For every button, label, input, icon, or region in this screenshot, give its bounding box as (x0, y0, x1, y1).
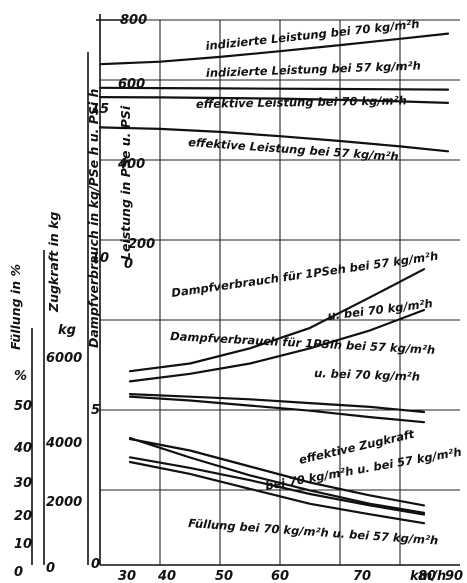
curve-layer (98, 32, 450, 525)
x-tick-label-40: 40 (157, 569, 176, 583)
dampfverbrauch-axis-title: Dampfverbrauch in kg/PSe h u. PSi h (86, 88, 101, 348)
series-line-10 (128, 437, 426, 507)
leistung-tick-label-400: 400 (117, 157, 145, 172)
series-line-11 (128, 456, 426, 516)
series-line-6 (128, 393, 426, 414)
fuellung-axis-title: Füllung in % (8, 264, 23, 350)
annotation-6: Dampfverbrauch für 1PSih bei 57 kg/m²h (170, 329, 436, 357)
series-line-9 (128, 460, 426, 525)
x-tick-label-30: 30 (118, 569, 136, 583)
series-line-0 (98, 32, 450, 66)
series-line-5 (128, 308, 426, 383)
fuellung-tick-label-20: 20 (14, 509, 32, 524)
x-tick-label-80: 80 (418, 569, 436, 583)
leistung-tick-label-0: 0 (124, 257, 133, 272)
zugkraft-unit-label: kg (58, 323, 76, 338)
zugkraft-tick-label-0: 0 (46, 561, 55, 576)
leistung-tick-label-600: 600 (118, 77, 145, 92)
series-line-2 (98, 95, 450, 105)
series-line-4 (128, 268, 426, 373)
fuellung-tick-label-50: 50 (14, 399, 32, 414)
axis-layer (31, 14, 460, 566)
fuellung-tick-label-40: 40 (13, 441, 32, 456)
dampfverbrauch-tick-label-10: 10 (91, 251, 109, 266)
x-tick-label-90: 90 (445, 569, 463, 583)
x-tick-label-50: 50 (215, 569, 233, 583)
annotation-5: u. bei 70 kg/m²h (327, 296, 434, 323)
tick-label-layer: 30 40 50 60 70 80 9080060040020001510506000400… (8, 13, 463, 583)
x-axis-unit-label: km/h (410, 569, 446, 583)
zugkraft-tick-label-6000: 6000 (46, 351, 82, 366)
x-tick-label-60: 60 (271, 569, 289, 583)
annotation-1: indizierte Leistung bei 57 kg/m²h (206, 59, 421, 80)
series-line-1 (98, 86, 450, 91)
leistung-tick-label-800: 800 (120, 13, 147, 28)
dampfverbrauch-tick-label-15: 15 (91, 102, 109, 117)
annotation-7: u. bei 70 kg/m²h (314, 366, 420, 384)
series-line-3 (98, 126, 450, 153)
dampfverbrauch-tick-label-5: 5 (91, 403, 100, 418)
zugkraft-tick-label-4000: 4000 (45, 436, 82, 451)
x-tick-label-70: 70 (353, 569, 371, 583)
fuellung-tick-label-30: 30 (14, 476, 32, 491)
leistung-tick-label-200: 200 (128, 237, 155, 252)
fuellung-unit-label: % (14, 369, 27, 384)
dampfverbrauch-tick-label-0: 0 (91, 557, 100, 572)
series-line-7 (128, 395, 426, 424)
annotation-4: Dampfverbrauch für 1PSeh bei 57 kg/m²h (170, 249, 439, 300)
zugkraft-tick-label-2000: 2000 (46, 495, 82, 510)
zugkraft-axis-title: Zugkraft in kg (46, 212, 61, 313)
leistung-axis-title: Leistung in PSe u. PSi (118, 105, 133, 260)
series-line-8 (128, 437, 426, 514)
annotation-2: effektive Leistung bei 70 kg/m²h (196, 93, 407, 111)
annotation-10: Füllung bei 70 kg/m²h u. bei 57 kg/m²h (188, 516, 439, 547)
fuellung-tick-label-0: 0 (14, 565, 23, 580)
annotation-layer: indizierte Leistung bei 70 kg/m²hindizie… (170, 17, 463, 548)
fuellung-tick-label-10: 10 (14, 537, 32, 552)
